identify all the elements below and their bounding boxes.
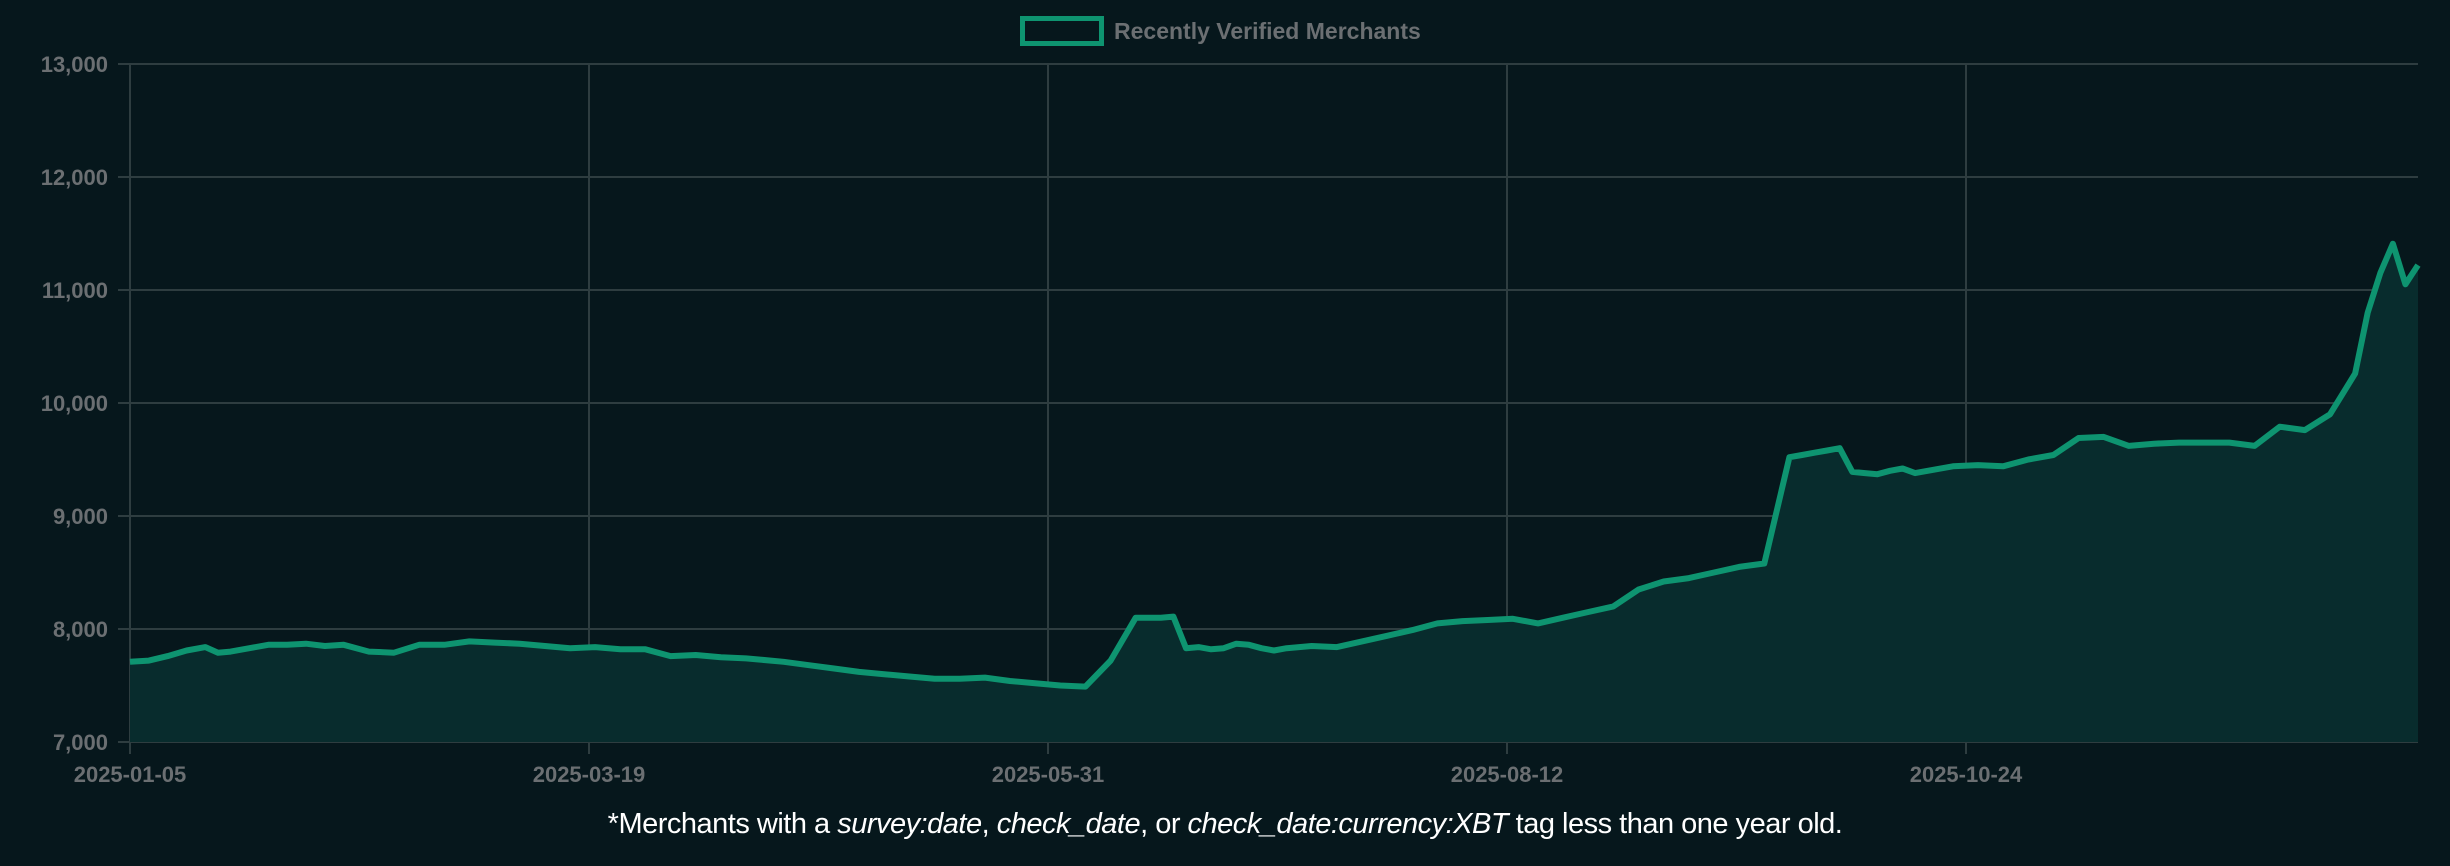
footnote-text: , or (1140, 808, 1188, 840)
y-tick-label: 8,000 (53, 617, 108, 642)
y-tick-label: 11,000 (42, 278, 108, 303)
footnote-text: *Merchants with a (607, 808, 838, 840)
x-tick-label: 2025-08-12 (1451, 762, 1564, 787)
y-tick-label: 9,000 (53, 504, 108, 529)
footnote-tag-check-date-currency: check_date:currency:XBT (1187, 808, 1509, 840)
legend-label: Recently Verified Merchants (1114, 17, 1421, 44)
footnote-tag-check-date: check_date (996, 808, 1141, 840)
line-chart: 7,0008,0009,00010,00011,00012,00013,000 … (41, 52, 2421, 787)
footnote-text: , (981, 808, 997, 840)
x-tick-label: 2025-05-31 (992, 762, 1105, 787)
x-tick-label: 2025-10-24 (1910, 762, 2023, 787)
chart-legend[interactable]: Recently Verified Merchants (1020, 16, 1421, 46)
footnote-tag-survey-date: survey:date (837, 808, 982, 840)
y-tick-label: 13,000 (41, 52, 108, 77)
x-tick-label: 2025-01-05 (74, 762, 187, 787)
x-tick-label: 2025-03-19 (533, 762, 646, 787)
footnote: *Merchants with a survey:date, check_dat… (0, 808, 2450, 841)
series-area-fill (130, 243, 2418, 742)
legend-swatch (1020, 16, 1104, 46)
y-tick-label: 10,000 (41, 391, 108, 416)
series-line[interactable] (129, 240, 2421, 690)
x-axis: 2025-01-05 2025-03-19 2025-05-31 2025-08-12… (74, 762, 2023, 787)
y-axis: 7,000 8,000 9,000 10,000 11,000 12,000 13,000 (41, 52, 108, 755)
y-tick-label: 7,000 (53, 730, 108, 755)
y-tick-label: 12,000 (41, 165, 108, 190)
footnote-text: tag less than one year old. (1508, 808, 1843, 840)
